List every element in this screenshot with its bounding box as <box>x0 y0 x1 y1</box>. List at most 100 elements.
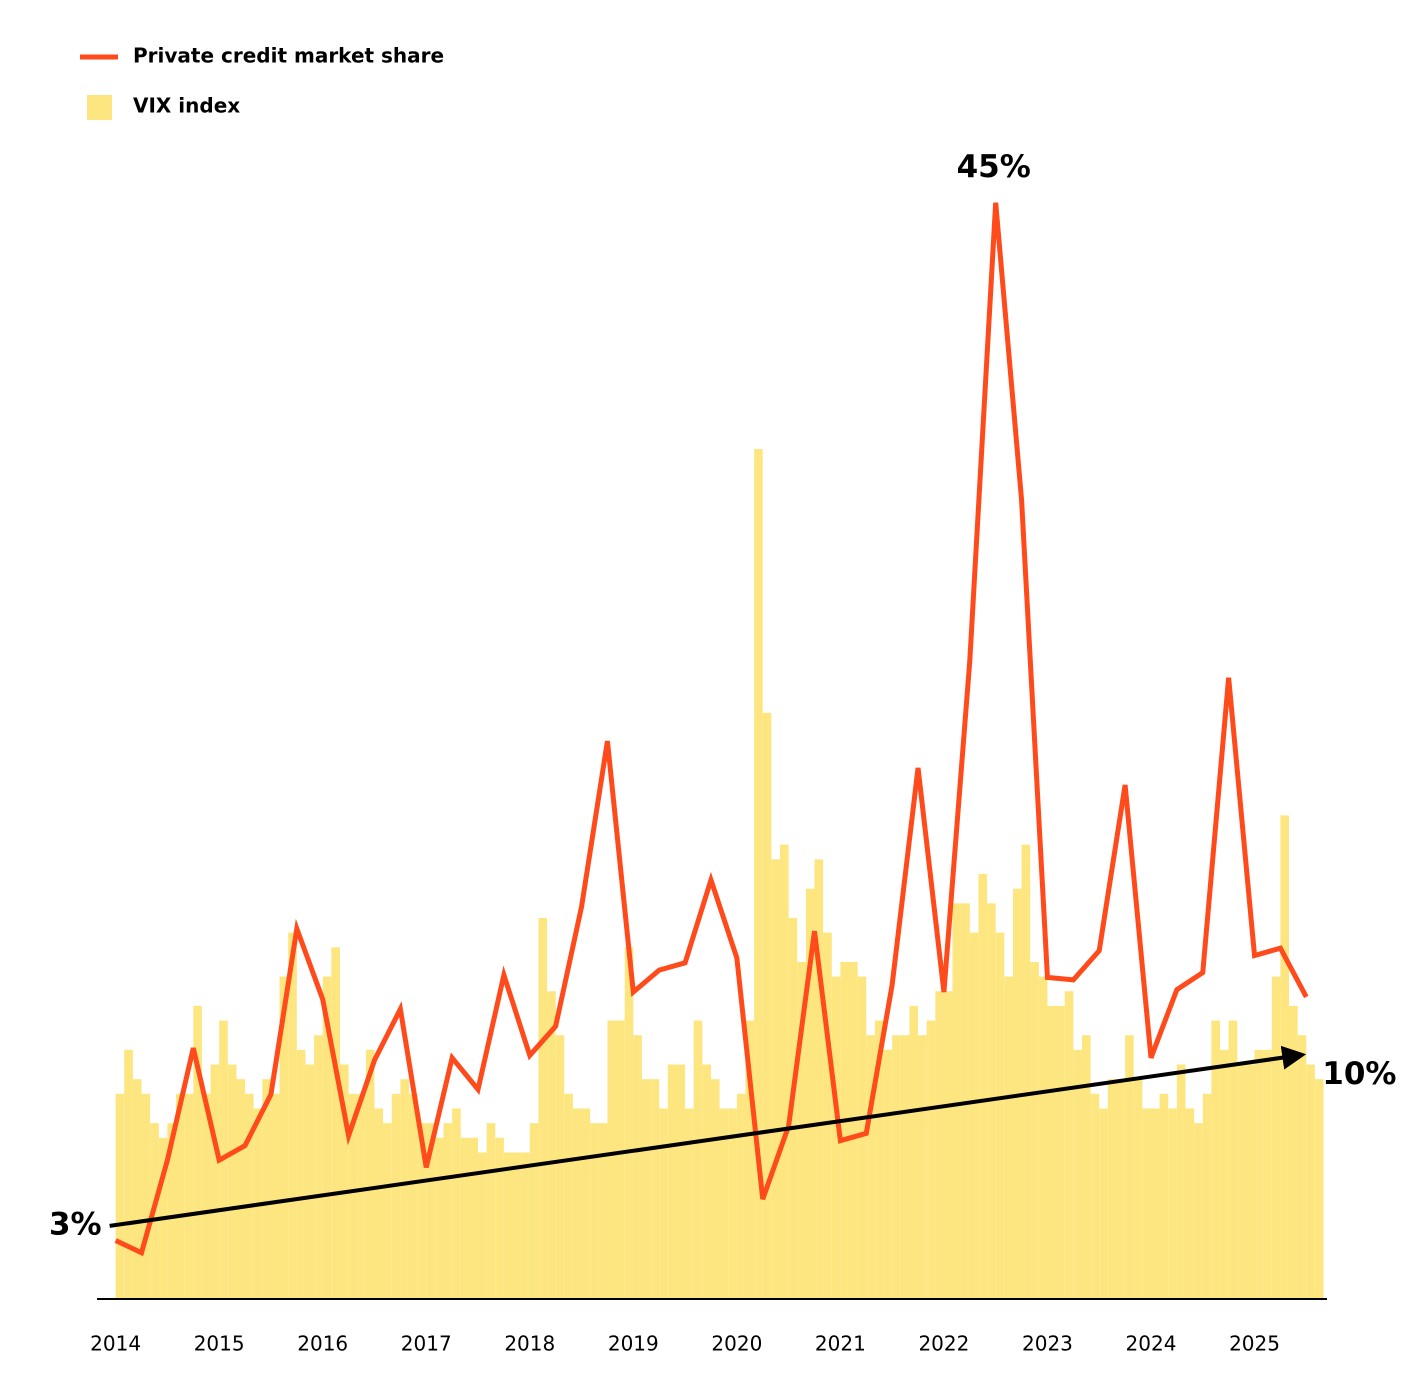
vix-bar <box>736 1093 746 1299</box>
vix-bar <box>495 1137 504 1299</box>
vix-bar <box>314 1035 323 1299</box>
x-tick-label: 2020 <box>711 1332 762 1356</box>
vix-bar <box>322 976 332 1299</box>
vix-bar <box>115 1093 125 1299</box>
vix-bar <box>167 1123 176 1299</box>
vix-bar <box>693 1020 703 1299</box>
vix-bar <box>1116 1079 1126 1299</box>
vix-bar <box>1263 1049 1272 1299</box>
x-tick-label: 2023 <box>1022 1332 1073 1356</box>
vix-bar <box>383 1123 392 1299</box>
vix-bar <box>1004 976 1013 1299</box>
vix-bar <box>331 947 340 1299</box>
vix-bar <box>969 932 979 1299</box>
vix-bar <box>797 961 806 1299</box>
vix-bar <box>503 1152 513 1299</box>
vix-bar <box>616 1020 625 1299</box>
vix-bar <box>1125 1035 1134 1299</box>
vix-bar <box>339 1064 349 1299</box>
vix-bar <box>874 1020 884 1299</box>
vix-bar <box>676 1064 686 1299</box>
vix-bar <box>1038 976 1048 1299</box>
vix-bar <box>184 1093 194 1299</box>
vix-bar <box>391 1093 401 1299</box>
vix-bar <box>710 1079 720 1299</box>
vix-bar <box>262 1079 271 1299</box>
vix-bar <box>460 1137 470 1299</box>
x-tick-label: 2021 <box>815 1332 866 1356</box>
vix-bar <box>452 1108 461 1299</box>
vix-bar <box>719 1108 729 1299</box>
vix-bar <box>1194 1123 1203 1299</box>
vix-bar <box>1211 1020 1221 1299</box>
vix-bar <box>659 1108 668 1299</box>
vix-bar <box>805 888 815 1299</box>
vix-bar <box>1056 1005 1065 1299</box>
vix-bar <box>357 1093 366 1299</box>
vix-bar <box>270 1093 280 1299</box>
vix-bar <box>288 932 297 1299</box>
vix-bar <box>883 1049 893 1299</box>
vix-bar <box>408 1093 418 1299</box>
x-tick-label: 2017 <box>401 1332 452 1356</box>
vix-bar <box>1073 1049 1082 1299</box>
share-line <box>114 202 1309 1257</box>
vix-bar <box>1228 1020 1238 1299</box>
vix-bar <box>227 1064 237 1299</box>
vix-bar <box>572 1108 582 1299</box>
vix-bar <box>1133 1079 1143 1299</box>
vix-bar <box>1047 1005 1057 1299</box>
vix-bar <box>900 1035 910 1299</box>
vix-bar <box>918 1035 927 1299</box>
vix-bar <box>892 1035 901 1299</box>
vix-bar <box>210 1064 220 1299</box>
vix-bar <box>1081 1035 1091 1299</box>
vix-bar <box>538 917 548 1299</box>
vix-bar <box>348 1093 358 1299</box>
vix-bar <box>201 1093 211 1299</box>
vix-bar <box>193 1005 202 1299</box>
vix-bar <box>762 712 772 1299</box>
vix-bar <box>831 976 841 1299</box>
vix-bar <box>1237 1064 1246 1299</box>
vix-bar <box>245 1093 254 1299</box>
vix-bar <box>1176 1064 1186 1299</box>
vix-bar <box>1289 1005 1298 1299</box>
vix-bar <box>236 1079 246 1299</box>
x-tick-label: 2018 <box>504 1332 555 1356</box>
bar-layer <box>115 448 1324 1299</box>
vix-bar <box>434 1137 444 1299</box>
annotation: 3% <box>49 1206 102 1242</box>
vix-bar <box>1314 1079 1324 1299</box>
vix-bar <box>641 1079 651 1299</box>
vix-bar <box>1021 844 1031 1299</box>
vix-bar <box>132 1079 142 1299</box>
vix-bar <box>685 1108 694 1299</box>
vix-bar <box>745 1020 755 1299</box>
vix-bar <box>1159 1093 1169 1299</box>
vix-bar <box>607 1020 617 1299</box>
vix-bar <box>443 1123 453 1299</box>
vix-bar <box>1168 1108 1177 1299</box>
vix-bar <box>417 1123 427 1299</box>
vix-bar <box>1297 1035 1307 1299</box>
x-tick-label: 2016 <box>297 1332 348 1356</box>
line-layer <box>114 202 1309 1257</box>
vix-bar <box>581 1108 591 1299</box>
vix-bar <box>305 1064 315 1299</box>
vix-bar <box>1220 1049 1229 1299</box>
vix-bar <box>141 1093 151 1299</box>
vix-bar <box>1107 1079 1117 1299</box>
vix-bar <box>512 1152 522 1299</box>
vix-bar <box>1202 1093 1212 1299</box>
vix-bar <box>400 1079 409 1299</box>
vix-bar <box>1099 1108 1108 1299</box>
vix-bar <box>547 991 556 1299</box>
vix-bar <box>1064 991 1074 1299</box>
vix-bar <box>365 1049 375 1299</box>
vix-bar <box>909 1005 919 1299</box>
vix-bar <box>564 1093 573 1299</box>
vix-bar <box>590 1123 599 1299</box>
vix-bar <box>1271 976 1281 1299</box>
